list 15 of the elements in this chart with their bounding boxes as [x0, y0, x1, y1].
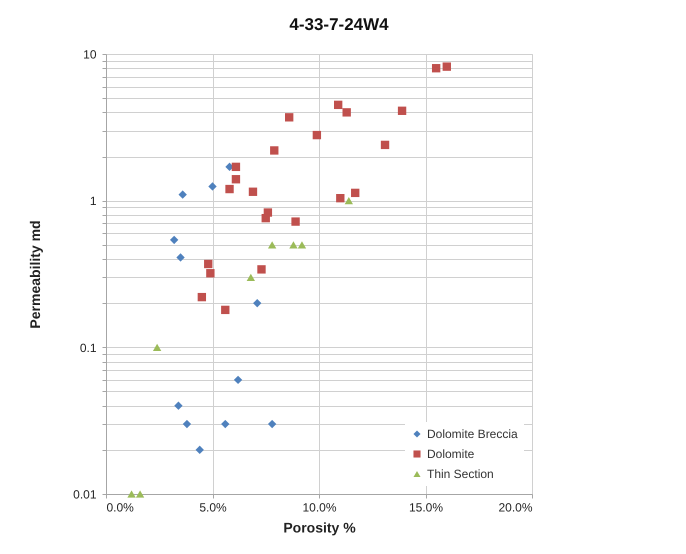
x-tick-label: 10.0% [302, 500, 337, 514]
x-tick-label: 5.0% [199, 500, 227, 514]
y-tick-label: 10 [83, 48, 97, 62]
x-tick-label: 0.0% [106, 500, 134, 514]
legend-label: Dolomite Breccia [427, 427, 518, 441]
y-tick-label: 1 [90, 194, 97, 208]
legend-label: Dolomite [427, 447, 475, 461]
y-axis-title: Permeability md [27, 220, 44, 329]
y-tick-label: 0.01 [73, 488, 97, 502]
x-axis-title: Porosity % [283, 520, 356, 536]
y-tick-label: 0.1 [80, 340, 97, 355]
x-tick-label: 15.0% [408, 500, 444, 514]
legend-label: Thin Section [427, 467, 494, 481]
x-tick-label: 20.0% [498, 500, 533, 514]
chart-title: 4-33-7-24W4 [289, 15, 390, 34]
